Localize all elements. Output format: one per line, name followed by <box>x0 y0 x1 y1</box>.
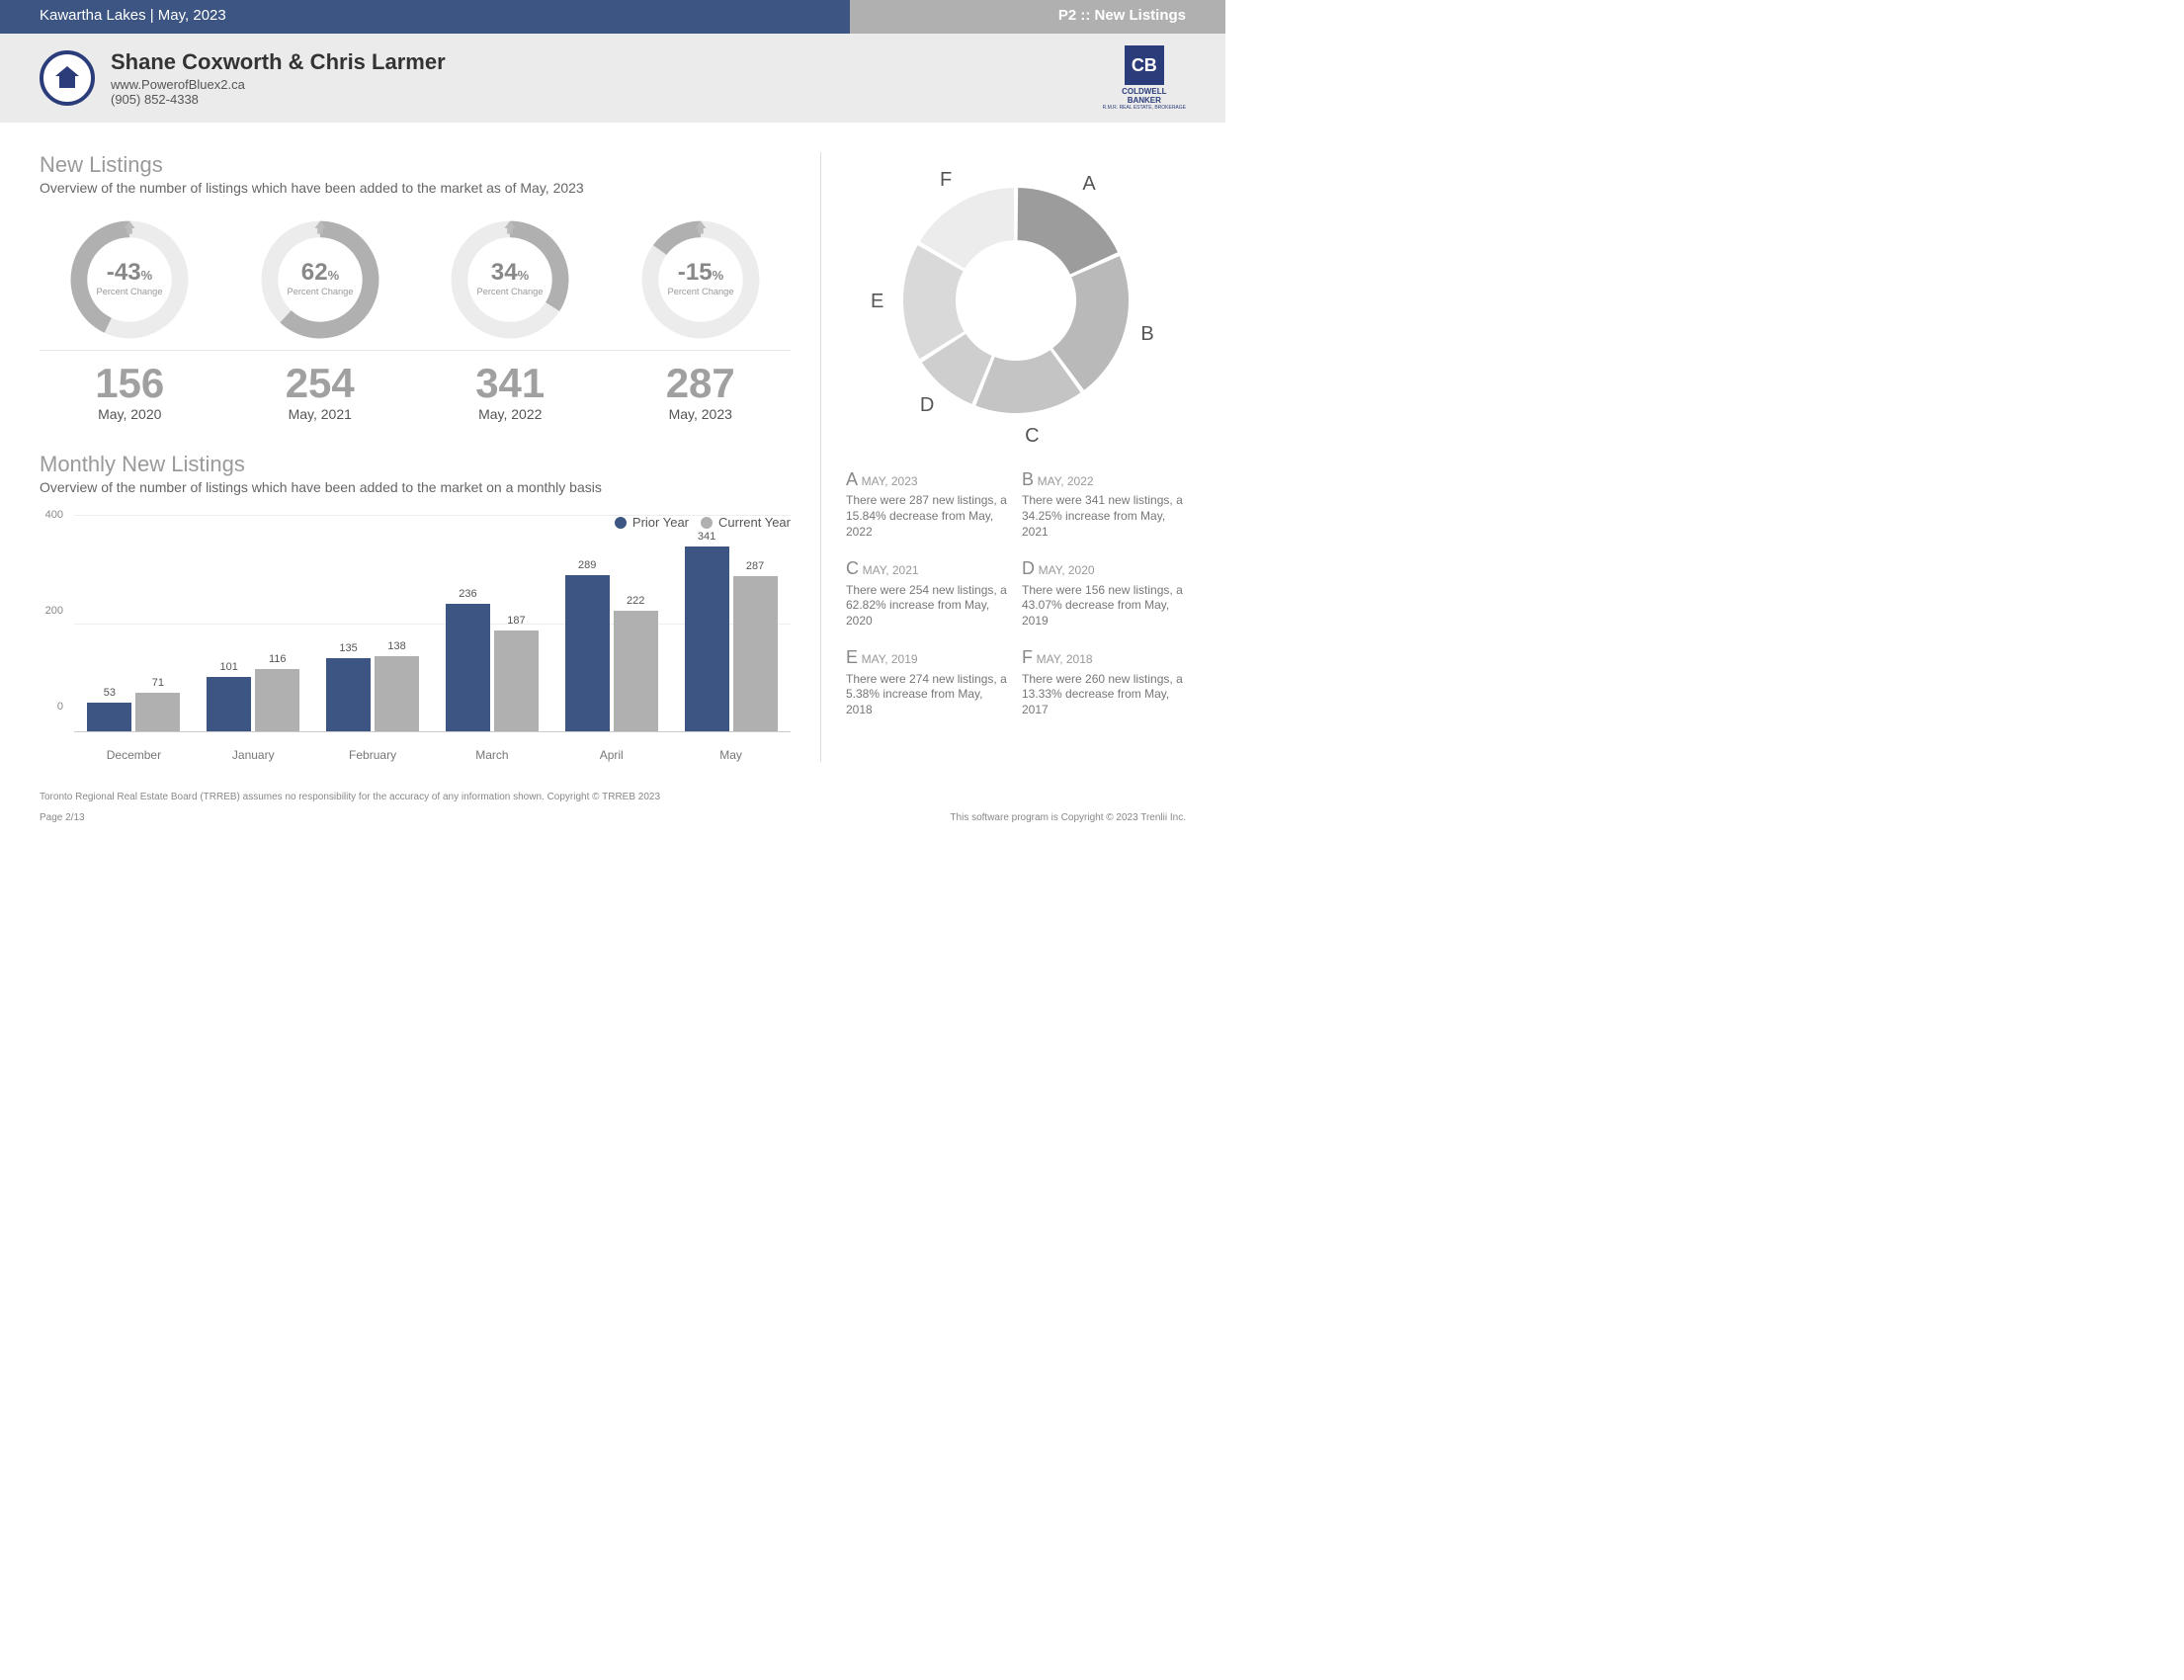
x-label: March <box>432 740 551 762</box>
section-subtitle: Overview of the number of listings which… <box>40 180 791 196</box>
donut-legend-item: B MAY, 2022 There were 341 new listings,… <box>1022 468 1186 540</box>
disclaimer: Toronto Regional Real Estate Board (TRRE… <box>0 772 1225 812</box>
svg-text:Percent Change: Percent Change <box>97 287 163 296</box>
stat-count: 287 <box>611 363 792 404</box>
gauge: 34% Percent Change <box>420 215 601 344</box>
svg-text:34%: 34% <box>491 259 530 286</box>
svg-text:Percent Change: Percent Change <box>667 287 733 296</box>
donut-legend: A MAY, 2023 There were 287 new listings,… <box>846 468 1186 718</box>
section-title: New Listings <box>40 152 791 178</box>
donut-legend-item: A MAY, 2023 There were 287 new listings,… <box>846 468 1010 540</box>
gauge: -15% Percent Change <box>611 215 792 344</box>
donut-slice-label: E <box>871 291 883 313</box>
bar-current: 138 <box>375 656 419 731</box>
stat: 287 May, 2023 <box>611 363 792 422</box>
top-bar: Kawartha Lakes | May, 2023 P2 :: New Lis… <box>0 0 1225 34</box>
bar-current: 71 <box>135 693 180 731</box>
agent-name: Shane Coxworth & Chris Larmer <box>111 49 1087 75</box>
brand-logo: CB COLDWELL BANKER R.M.R. REAL ESTATE, B… <box>1103 45 1186 111</box>
bar-current: 116 <box>255 669 299 732</box>
month-bars: 341 287 <box>671 515 791 731</box>
stat-date: May, 2022 <box>420 406 601 422</box>
stat-count: 156 <box>40 363 220 404</box>
donut-legend-item: F MAY, 2018 There were 260 new listings,… <box>1022 646 1186 717</box>
stat-date: May, 2021 <box>230 406 411 422</box>
copyright: This software program is Copyright © 202… <box>950 812 1186 823</box>
x-label: May <box>671 740 791 762</box>
x-label: April <box>551 740 671 762</box>
report-location-date: Kawartha Lakes | May, 2023 <box>0 0 850 34</box>
stat: 156 May, 2020 <box>40 363 220 422</box>
donut-slice-label: D <box>920 394 934 417</box>
stat-count: 254 <box>230 363 411 404</box>
donut-slice-label: F <box>940 169 952 192</box>
stat-date: May, 2020 <box>40 406 220 422</box>
svg-text:Percent Change: Percent Change <box>477 287 544 296</box>
bar-prior: 53 <box>87 703 131 731</box>
svg-text:-15%: -15% <box>678 259 724 286</box>
bar-chart: Prior Year Current Year 0200400 53 71 10… <box>40 515 791 762</box>
x-label: February <box>313 740 433 762</box>
donut-legend-item: E MAY, 2019 There were 274 new listings,… <box>846 646 1010 717</box>
month-bars: 101 116 <box>194 515 313 731</box>
stat: 254 May, 2021 <box>230 363 411 422</box>
bar-current: 287 <box>733 576 778 731</box>
bar-prior: 289 <box>565 575 610 731</box>
gauge-row: -43% Percent Change 62% Percent Change 3… <box>40 215 791 344</box>
bar-current: 187 <box>494 630 539 731</box>
gauge: 62% Percent Change <box>230 215 411 344</box>
bar-prior: 341 <box>685 546 729 731</box>
stat-count: 341 <box>420 363 601 404</box>
month-bars: 53 71 <box>74 515 194 731</box>
stats-row: 156 May, 2020 254 May, 2021 341 May, 202… <box>40 350 791 422</box>
month-bars: 289 222 <box>551 515 671 731</box>
gauge: -43% Percent Change <box>40 215 220 344</box>
svg-text:-43%: -43% <box>107 259 153 286</box>
month-bars: 135 138 <box>313 515 433 731</box>
monthly-subtitle: Overview of the number of listings which… <box>40 479 791 495</box>
agent-logo <box>40 50 95 106</box>
bar-prior: 135 <box>326 658 371 731</box>
donut-chart: A B C D E F <box>868 152 1164 449</box>
stat: 341 May, 2022 <box>420 363 601 422</box>
stat-date: May, 2023 <box>611 406 792 422</box>
report-section: P2 :: New Listings <box>850 0 1225 34</box>
donut-legend-item: C MAY, 2021 There were 254 new listings,… <box>846 557 1010 629</box>
donut-slice-label: C <box>1025 425 1039 448</box>
bar-prior: 101 <box>207 677 251 731</box>
monthly-title: Monthly New Listings <box>40 452 791 477</box>
page-number: Page 2/13 <box>40 812 85 823</box>
donut-legend-item: D MAY, 2020 There were 156 new listings,… <box>1022 557 1186 629</box>
x-label: December <box>74 740 194 762</box>
agent-info: Shane Coxworth & Chris Larmer www.Powero… <box>111 49 1087 107</box>
donut-slice-label: A <box>1082 173 1095 196</box>
agent-url: www.PowerofBluex2.ca <box>111 77 1087 92</box>
svg-text:Percent Change: Percent Change <box>287 287 353 296</box>
x-label: January <box>194 740 313 762</box>
month-bars: 236 187 <box>432 515 551 731</box>
header: Shane Coxworth & Chris Larmer www.Powero… <box>0 34 1225 123</box>
donut-slice-label: B <box>1140 323 1153 346</box>
svg-text:62%: 62% <box>301 259 340 286</box>
agent-phone: (905) 852-4338 <box>111 92 1087 107</box>
bar-current: 222 <box>614 611 658 731</box>
footer: Page 2/13 This software program is Copyr… <box>0 812 1225 843</box>
bar-prior: 236 <box>446 604 490 731</box>
